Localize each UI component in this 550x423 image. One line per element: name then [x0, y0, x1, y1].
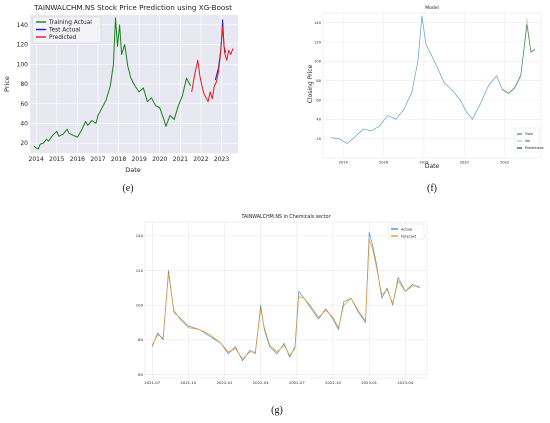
- chart-g-y-tick-label: 120: [136, 268, 144, 273]
- chart-f-legend-label: Train: [524, 132, 533, 136]
- chart-f-x-tick-label: 2018: [419, 161, 429, 165]
- chart-g-x-tick-label: 2022-04: [253, 380, 269, 385]
- chart-e-x-tick-label: 2023: [214, 156, 229, 163]
- chart-g-x-tick-label: 2021-10: [180, 380, 196, 385]
- chart-e-title: TAINWALCHM.NS Stock Price Prediction usi…: [33, 3, 232, 12]
- chart-e: 2014 2015 2016 2017 2018 2019 2020 2021 2022 2023…: [3, 3, 238, 174]
- chart-g-x-tick-label: 2023-01: [361, 380, 377, 385]
- chart-e-y-tick-label: 60: [20, 101, 28, 108]
- chart-g-legend-label: Actual: [401, 227, 412, 231]
- chart-e-x-tick-label: 2022: [193, 156, 208, 163]
- chart-g-y-tick-label: 80: [138, 337, 143, 342]
- chart-f-y-tick-label: 80: [316, 79, 321, 83]
- chart-g: 2021-07 2021-10 2022-01 2022-04 2022-07 2022-…: [136, 214, 428, 385]
- chart-f-y-tick-label: 40: [316, 118, 321, 122]
- chart-e-legend-label: Test Actual: [48, 28, 81, 34]
- chart-g-legend-label: Forecast: [401, 234, 417, 238]
- chart-f: 2014 2016 2018 2020 2022 20 40 60 80 100 120 140 M…: [307, 5, 544, 170]
- chart-e-y-tick-label: 120: [17, 42, 29, 49]
- chart-g-y-tick-label: 100: [136, 303, 144, 308]
- chart-f-x-tick-label: 2016: [379, 161, 389, 165]
- chart-f-y-tick-label: 120: [314, 40, 322, 44]
- chart-g-x-tick-label: 2022-01: [217, 380, 233, 385]
- chart-f-y-tick-label: 60: [316, 98, 321, 102]
- chart-g-y-tick-label: 60: [138, 372, 143, 377]
- chart-f-y-tick-label: 100: [314, 60, 322, 64]
- chart-g-plot-area: [144, 221, 428, 379]
- chart-e-y-tick-label: 20: [20, 140, 28, 147]
- chart-f-series-train: [331, 15, 503, 144]
- chart-f-xlabel: Date: [425, 163, 440, 170]
- chart-g-series-forecast: [151, 238, 420, 360]
- chart-e-xlabel: Date: [125, 166, 141, 174]
- chart-f-title: Model: [425, 5, 439, 11]
- chart-e-x-tick-label: 2020: [152, 156, 167, 163]
- chart-f-ylabel: Closing Price: [307, 64, 314, 103]
- caption-f: (f): [427, 183, 437, 194]
- chart-e-series-predicted: [191, 26, 234, 103]
- chart-f-x-tick-label: 2014: [339, 161, 349, 165]
- chart-f-legend-label: Val: [525, 139, 530, 143]
- chart-e-y-tick-label: 100: [17, 61, 29, 68]
- chart-g-x-tick-label: 2022-07: [289, 380, 305, 385]
- chart-g-x-tick-label: 2021-07: [144, 380, 160, 385]
- chart-e-x-tick-label: 2019: [132, 156, 147, 163]
- caption-e: (e): [122, 183, 133, 194]
- chart-e-x-tick-label: 2021: [173, 156, 188, 163]
- chart-e-y-tick-label: 80: [20, 81, 28, 88]
- chart-g-x-tick-label: 2023-04: [397, 380, 413, 385]
- chart-g-legend: Actual Forecast: [387, 223, 425, 240]
- chart-f-y-tick-label: 140: [314, 21, 322, 25]
- chart-e-y-tick-label: 40: [20, 121, 28, 128]
- chart-e-legend-label: Training Actual: [48, 20, 92, 26]
- chart-e-x-tick-label: 2016: [70, 156, 85, 163]
- chart-g-title: TAINWALCHM.NS in Chemicals sector: [240, 214, 330, 220]
- caption-g: (g): [271, 405, 283, 416]
- chart-e-series-training-actual: [33, 17, 192, 150]
- chart-f-legend-label: Predictions: [525, 146, 544, 150]
- chart-e-x-tick-label: 2014: [29, 156, 44, 163]
- chart-f-legend: Train Val Predictions: [514, 127, 544, 153]
- chart-g-x-tick-label: 2022-10: [325, 380, 341, 385]
- chart-e-x-tick-label: 2017: [90, 156, 105, 163]
- chart-g-y-tick-label: 140: [136, 233, 144, 238]
- chart-e-legend-label: Predicted: [49, 35, 77, 41]
- chart-e-y-tick-label: 140: [17, 22, 29, 29]
- chart-f-x-tick-label: 2022: [500, 161, 509, 165]
- chart-e-x-tick-label: 2018: [111, 156, 126, 163]
- chart-e-x-tick-label: 2015: [49, 156, 64, 163]
- chart-f-y-tick-label: 20: [316, 137, 321, 141]
- chart-e-ylabel: Price: [3, 76, 11, 92]
- chart-f-x-tick-label: 2020: [460, 161, 470, 165]
- chart-f-series-predictions: [502, 24, 536, 94]
